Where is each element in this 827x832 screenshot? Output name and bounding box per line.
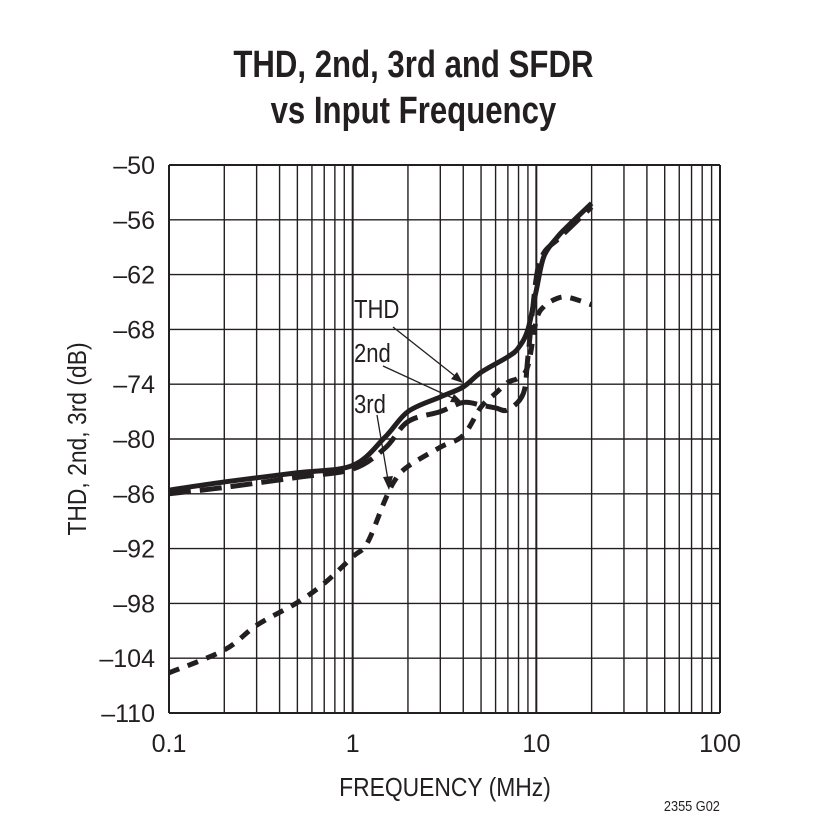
chart-title: THD, 2nd, 3rd and SFDR vs Input Frequenc… <box>74 42 752 134</box>
grid <box>168 164 721 714</box>
annotation-thd: THD <box>354 295 399 324</box>
y-tick-label: –92 <box>113 536 155 564</box>
x-tick-label: 0.1 <box>152 730 187 758</box>
y-axis-label: THD, 2nd, 3rd (dB) <box>64 342 93 535</box>
annotation-3rd: 3rd <box>354 390 386 419</box>
y-tick-label: –98 <box>113 590 155 618</box>
y-tick-label: –50 <box>113 152 155 180</box>
annotation-2nd-arrowhead <box>450 394 463 403</box>
annotation-thd-arrowhead <box>451 372 463 383</box>
y-tick-label: –74 <box>113 371 155 399</box>
chart-title-line-1: THD, 2nd, 3rd and SFDR <box>233 44 594 86</box>
y-tick-label: –62 <box>113 262 155 290</box>
series-line-2nd <box>168 205 594 497</box>
series-line-3rd <box>168 294 593 676</box>
annotation-thd-arrow <box>392 326 461 381</box>
y-tick-label: –68 <box>113 316 155 344</box>
x-tick-label: 100 <box>699 730 741 758</box>
x-tick-label: 1 <box>346 730 360 758</box>
annotation-3rd-arrow <box>376 414 389 481</box>
y-tick-label: –56 <box>113 207 155 235</box>
y-tick-label: –104 <box>99 645 155 673</box>
annotation-3rd-arrowhead <box>383 476 393 490</box>
annotation-2nd-arrow <box>382 365 460 402</box>
y-tick-label: –110 <box>101 700 155 728</box>
x-axis-label: FREQUENCY (MHz) <box>339 774 551 803</box>
figure-id: 2355 G02 <box>663 798 720 815</box>
series-group <box>168 201 594 676</box>
y-tick-label: –86 <box>113 481 155 509</box>
annotation-2nd: 2nd <box>354 339 391 368</box>
chart-title-line-2: vs Input Frequency <box>270 90 557 132</box>
annotations: THD 2nd 3rd <box>354 295 463 490</box>
x-tick-label: 10 <box>522 730 550 758</box>
y-tick-label: –80 <box>113 426 155 454</box>
